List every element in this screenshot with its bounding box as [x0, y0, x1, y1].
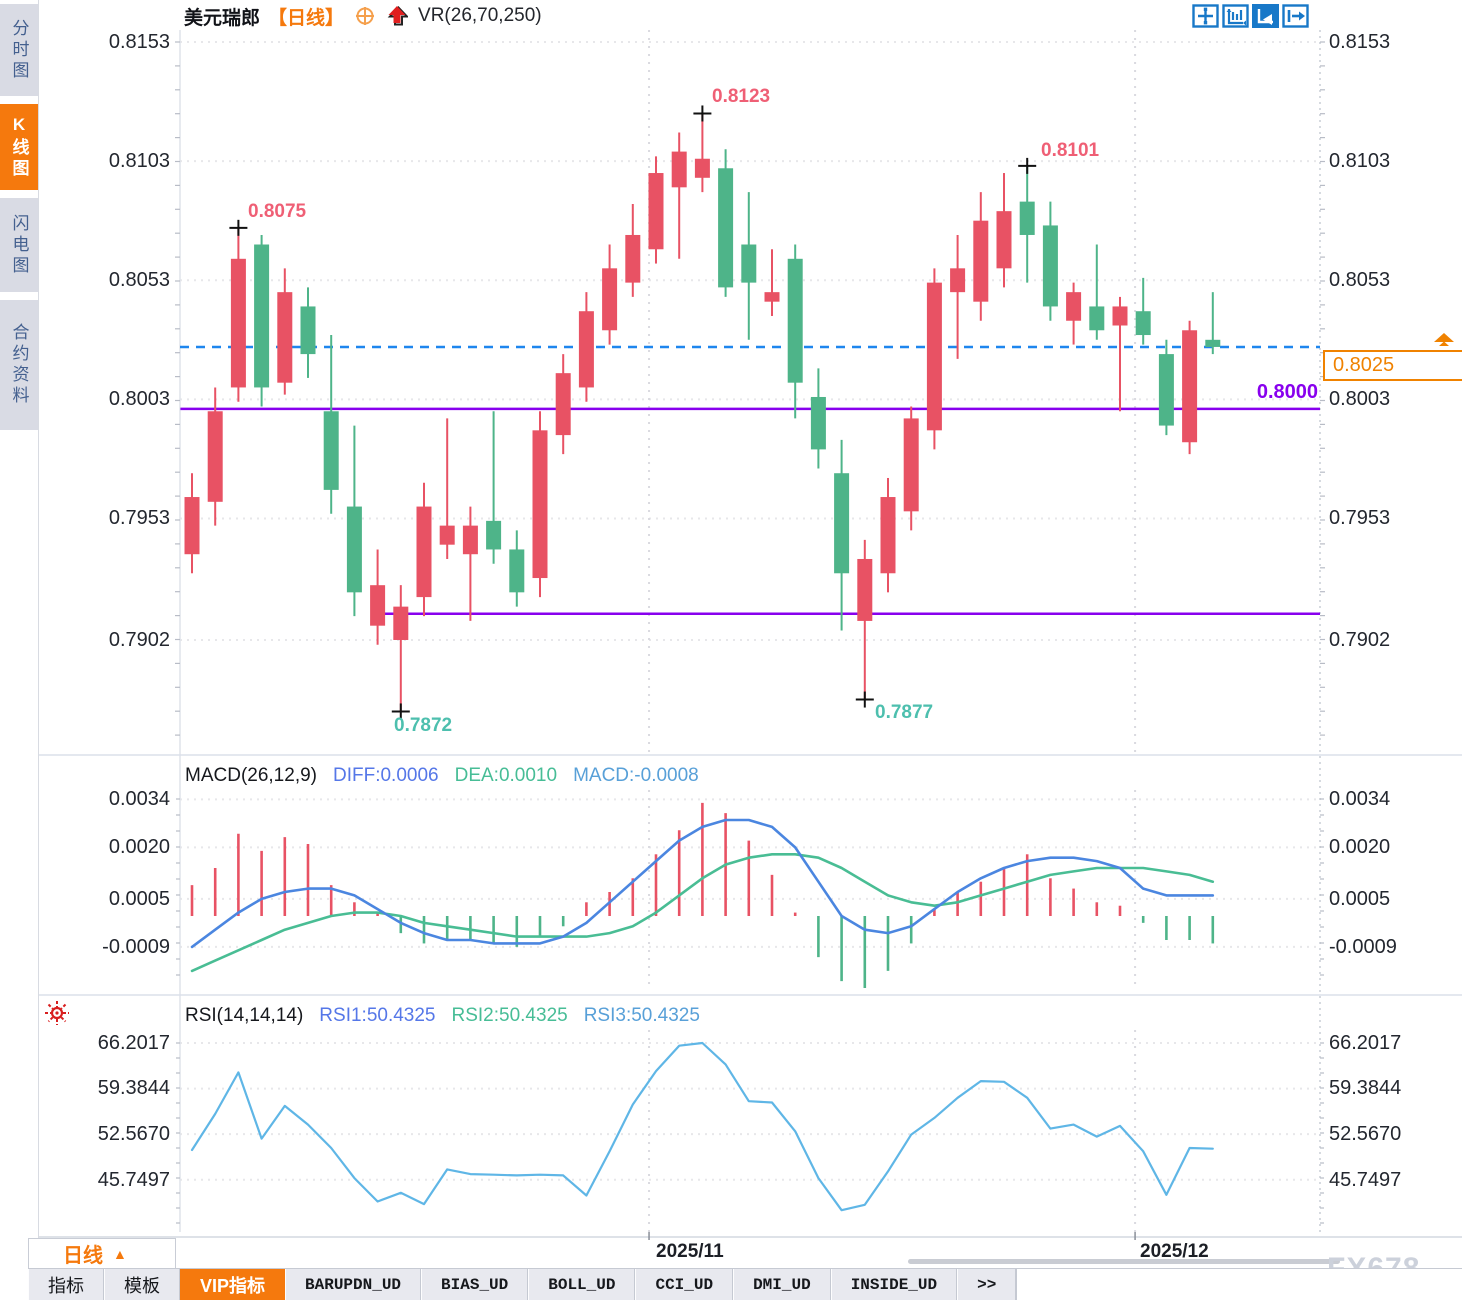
tab-bias-ud[interactable]: BIAS_UD: [421, 1269, 529, 1300]
indicator-settings-sun-icon[interactable]: [44, 1000, 70, 1031]
support-level-label: 0.8000: [1256, 381, 1318, 403]
price-axis-label-left: 0.8153: [108, 31, 170, 53]
period-title: 【日线】: [268, 7, 345, 29]
price-axis-label-right: 0.7902: [1329, 629, 1391, 651]
chart-toolbar: [1192, 4, 1309, 28]
macd-title-row: MACD(26,12,9) DIFF:0.0006 DEA:0.0010 MAC…: [185, 765, 699, 787]
price-axis-label-right: 0.7953: [1329, 507, 1391, 529]
macd-axis-label-right: 0.0034: [1329, 788, 1391, 810]
period-selector-button[interactable]: 日线 ▲: [28, 1238, 176, 1268]
macd-axis-label-left: -0.0009: [102, 936, 170, 958]
tab-more[interactable]: >>: [957, 1269, 1017, 1300]
swing-low-label: 0.7877: [875, 702, 934, 723]
macd-dea-value: DEA:0.0010: [454, 765, 558, 786]
rsi-axis-label-right: 59.3844: [1329, 1077, 1402, 1099]
price-axis-label-right: 0.8103: [1329, 150, 1391, 172]
rsi3-value: RSI3:50.4325: [583, 1005, 700, 1026]
macd-axis-label-right: -0.0009: [1329, 936, 1397, 958]
swing-high-label: 0.8075: [248, 201, 307, 222]
date-axis-label: 2025/12: [1140, 1241, 1209, 1262]
fit-axes-icon[interactable]: [1222, 4, 1249, 28]
macd-title: MACD(26,12,9): [185, 765, 317, 786]
macd-plot: [190, 802, 1215, 989]
axes: [28, 30, 1462, 1240]
chart-header: 美元瑞郎 【日线】 VR(26,70,250): [184, 3, 542, 29]
rsi-axis-label-right: 66.2017: [1329, 1032, 1402, 1054]
period-selector-label: 日线: [63, 1245, 103, 1267]
price-axis-label-left: 0.8103: [108, 150, 170, 172]
chevron-up-icon: ▲: [113, 1245, 127, 1262]
macd-axis-label-right: 0.0005: [1329, 888, 1391, 910]
rsi-axis-label-left: 45.7497: [97, 1169, 170, 1191]
export-right-icon[interactable]: [1282, 4, 1309, 28]
sidebar-tab-time-chart[interactable]: 分时图: [0, 4, 38, 96]
crosshair-move-icon[interactable]: [1192, 4, 1219, 28]
price-axis-label-left: 0.7953: [108, 507, 170, 529]
target-icon[interactable]: [354, 5, 376, 27]
tab-indicators[interactable]: 指标: [28, 1269, 104, 1300]
tab-boll-ud[interactable]: BOLL_UD: [528, 1269, 636, 1300]
macd-axis-label-left: 0.0005: [108, 888, 170, 910]
indicator-tab-bar: 指标 模板 VIP指标 BARUPDN_UD BIAS_UD BOLL_UD C…: [28, 1268, 1462, 1300]
sidebar-tab-kline-chart[interactable]: K线图: [0, 104, 38, 190]
rsi-axis-label-left: 59.3844: [97, 1077, 170, 1099]
price-axis-label-left: 0.8053: [108, 269, 170, 291]
sidebar-tab-flash-chart[interactable]: 闪电图: [0, 198, 38, 292]
tab-cci-ud[interactable]: CCI_UD: [635, 1269, 734, 1300]
swing-markers: [229, 105, 1037, 720]
rsi-axis-label-left: 66.2017: [97, 1032, 170, 1054]
gridlines: [180, 30, 1320, 1232]
left-sidebar: 分时图 K线图 闪电图 合约资料: [0, 0, 39, 1238]
horizontal-scrollbar[interactable]: [908, 1259, 1340, 1264]
rsi-axis-label-left: 52.5670: [97, 1123, 170, 1145]
tab-dmi-ud[interactable]: DMI_UD: [733, 1269, 831, 1300]
tab-inside-ud[interactable]: INSIDE_UD: [830, 1269, 958, 1300]
current-price-tag: 0.8025: [1323, 350, 1462, 381]
tab-templates[interactable]: 模板: [104, 1269, 180, 1300]
price-axis-label-left: 0.8003: [108, 388, 170, 410]
macd-axis-label-left: 0.0034: [108, 788, 170, 810]
rsi-plot: [190, 1041, 1214, 1212]
rsi-axis-label-right: 52.5670: [1329, 1123, 1402, 1145]
price-up-arrow-icon: [1430, 330, 1458, 353]
macd-diff-value: DIFF:0.0006: [333, 765, 439, 786]
rsi-title-row: RSI(14,14,14) RSI1:50.4325 RSI2:50.4325 …: [185, 1005, 700, 1027]
rsi-axis-label-right: 45.7497: [1329, 1169, 1402, 1191]
price-axis-label-right: 0.8153: [1329, 31, 1391, 53]
price-axis-label-right: 0.8053: [1329, 269, 1391, 291]
tab-barupdn-ud[interactable]: BARUPDN_UD: [285, 1269, 422, 1300]
tab-bar-filler: [1016, 1269, 1462, 1300]
swing-high-label: 0.8123: [712, 86, 771, 107]
level-lines: [180, 345, 1320, 616]
macd-axis-label-left: 0.0020: [108, 836, 170, 858]
macd-axis-label-right: 0.0020: [1329, 836, 1391, 858]
indicator-title: VR(26,70,250): [418, 5, 542, 26]
swing-low-label: 0.7872: [394, 715, 453, 736]
price-axis-label-left: 0.7902: [108, 629, 170, 651]
rsi1-value: RSI1:50.4325: [319, 1005, 436, 1026]
price-axis-label-right: 0.8003: [1329, 388, 1391, 410]
symbol-title: 美元瑞郎: [184, 7, 261, 29]
play-chart-icon[interactable]: [1252, 4, 1279, 28]
rsi2-value: RSI2:50.4325: [451, 1005, 568, 1026]
buy-up-arrow-icon: [386, 3, 409, 29]
sidebar-tab-contract-info[interactable]: 合约资料: [0, 300, 38, 430]
rsi-title: RSI(14,14,14): [185, 1005, 304, 1026]
macd-macd-value: MACD:-0.0008: [573, 765, 699, 786]
candles: [184, 113, 1221, 712]
date-axis-label: 2025/11: [656, 1241, 724, 1262]
tab-vip-indicators[interactable]: VIP指标: [180, 1269, 286, 1300]
swing-high-label: 0.8101: [1041, 140, 1100, 161]
